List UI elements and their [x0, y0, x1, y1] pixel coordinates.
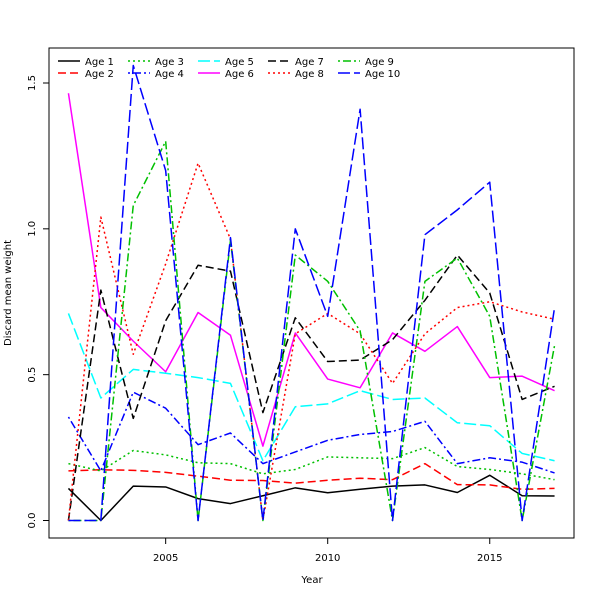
x-tick-label: 2005	[153, 553, 178, 564]
plot-frame	[48, 47, 575, 539]
axis-ticks: 2005 2010 2015 0.0 0.5 1.0 1.5	[27, 75, 502, 564]
y-axis-label: Discard mean weight	[3, 240, 14, 346]
legend-label-age-10: Age 10	[365, 69, 400, 80]
series-line-age-6	[67, 93, 555, 447]
legend-label-age-1: Age 1	[85, 57, 114, 68]
legend-label-age-4: Age 4	[155, 69, 184, 80]
series-line-age-4	[67, 391, 555, 474]
y-tick-label: 1.5	[27, 75, 38, 91]
legend-label-age-3: Age 3	[155, 57, 184, 68]
legend-label-age-8: Age 8	[295, 69, 324, 80]
legend-label-age-6: Age 6	[225, 69, 254, 80]
series-line-age-8	[67, 162, 555, 522]
series-line-age-3	[68, 446, 555, 481]
x-tick-label: 2015	[477, 553, 502, 564]
series-line-age-9	[68, 140, 556, 522]
legend-label-age-5: Age 5	[225, 57, 254, 68]
y-tick-label: 1.0	[27, 221, 38, 237]
x-axis-label: Year	[300, 575, 323, 586]
y-tick-label: 0.5	[27, 367, 38, 383]
series-line-age-7	[67, 254, 555, 521]
series-layer	[67, 64, 556, 522]
series-line-age-2	[68, 462, 555, 491]
series-line-age-5	[67, 313, 555, 462]
series-line-age-1	[67, 474, 555, 522]
legend-label-age-7: Age 7	[295, 57, 324, 68]
series-line-age-10	[68, 64, 556, 522]
legend-label-age-2: Age 2	[85, 69, 114, 80]
x-tick-label: 2010	[315, 553, 340, 564]
y-tick-label: 0.0	[27, 513, 38, 529]
legend-label-age-9: Age 9	[365, 57, 394, 68]
